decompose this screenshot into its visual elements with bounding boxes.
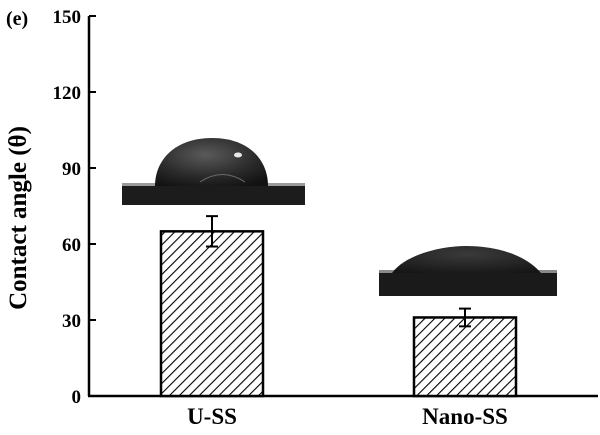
y-tick-label: 90 (62, 159, 81, 180)
droplet-photo-nano-ss (379, 246, 557, 296)
bars (159, 215, 518, 398)
y-tick-label: 60 (62, 235, 81, 256)
droplet-photo-u-ss (122, 138, 305, 205)
bar-nano-ss (412, 316, 518, 398)
bar-u-ss (159, 230, 265, 398)
y-tick-label: 30 (62, 311, 81, 332)
x-axis-category-labels: U-SS Nano-SS (187, 404, 508, 429)
y-axis-title: Contact angle (θ) (5, 126, 32, 310)
x-category-label: Nano-SS (422, 404, 508, 429)
x-category-label: U-SS (187, 404, 237, 429)
y-axis-ticks: 0 30 60 90 120 150 (53, 7, 96, 408)
y-tick-label: 150 (53, 7, 82, 28)
panel-label: (e) (6, 8, 28, 30)
y-tick-label: 0 (72, 387, 82, 408)
y-tick-label: 120 (53, 83, 82, 104)
